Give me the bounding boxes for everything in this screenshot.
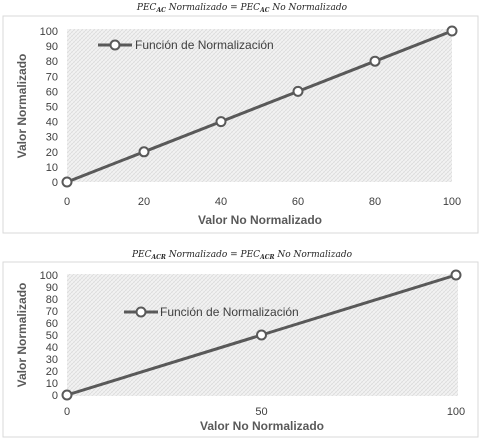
legend-label: Función de Normalización [135,38,274,52]
y-tick-label: 60 [46,318,58,330]
chart-title: PECACR Normalizado = PECACR No Normaliza… [131,250,353,261]
data-point [446,25,458,37]
y-tick-label: 90 [46,41,58,53]
y-tick-label: 40 [46,117,58,129]
y-tick-label: 10 [46,378,58,390]
y-tick-label: 0 [52,177,58,189]
data-point [369,55,381,67]
y-tick-label: 20 [46,366,58,378]
x-tick-label: 40 [215,196,227,208]
y-tick-label: 0 [52,390,58,402]
y-axis-label: Valor Normalizado [15,283,29,388]
legend: Función de Normalización [124,305,299,319]
y-tick-label: 100 [40,270,58,282]
y-tick-label: 80 [46,56,58,68]
x-tick-label: 0 [64,196,70,208]
y-tick-label: 70 [46,306,58,318]
y-tick-label: 50 [46,330,58,342]
y-tick-label: 60 [46,86,58,98]
y-tick-label: 30 [46,132,58,144]
data-point [292,85,304,97]
chart-pec-ac: PECAC Normalizado = PECAC No Normalizado… [2,3,479,234]
data-point [138,146,150,158]
x-tick-label: 80 [369,196,381,208]
y-tick-label: 70 [46,71,58,83]
chart-title: PECAC Normalizado = PECAC No Normalizado [136,3,348,14]
x-axis-label: Valor No Normalizado [198,213,322,227]
y-tick-label: 90 [46,282,58,294]
y-axis-label: Valor Normalizado [15,54,29,159]
data-point [256,329,267,341]
y-tick-label: 30 [46,354,58,366]
legend-label: Función de Normalización [160,305,299,319]
y-tick-label: 20 [46,147,58,159]
legend-marker [135,306,147,318]
chart-pec-acr: PECACR Normalizado = PECACR No Normaliza… [2,250,479,438]
y-tick-label: 50 [46,102,58,114]
y-tick-label: 100 [40,26,58,38]
data-point [215,116,227,128]
data-point [450,269,462,281]
y-tick-label: 40 [46,342,58,354]
data-point [61,176,73,188]
y-tick-label: 10 [46,162,58,174]
legend: Función de Normalización [98,38,274,52]
x-tick-label: 100 [447,406,465,418]
y-tick-label: 80 [46,294,58,306]
x-tick-label: 20 [138,196,150,208]
x-tick-label: 60 [292,196,304,208]
data-point [61,389,73,401]
series-line [66,29,453,184]
x-axis-label: Valor No Normalizado [200,419,324,433]
x-tick-label: 50 [255,406,267,418]
legend-marker [109,39,121,51]
x-tick-label: 0 [64,406,70,418]
x-tick-label: 100 [443,196,461,208]
